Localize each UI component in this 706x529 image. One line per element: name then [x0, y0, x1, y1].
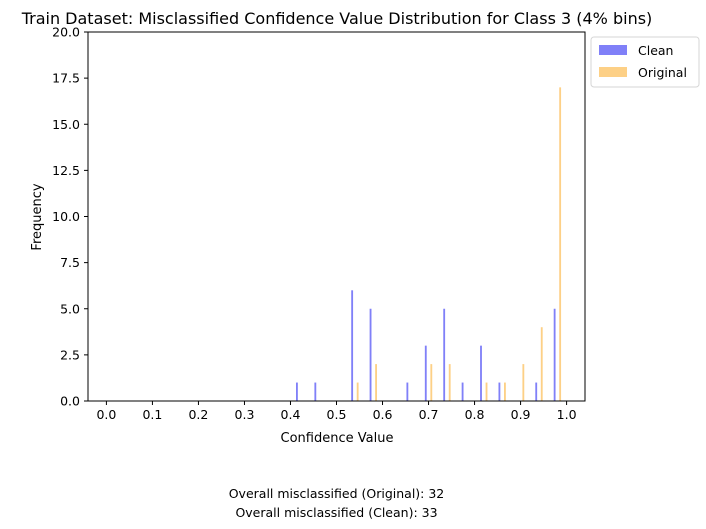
y-tick-label: 5.0 — [60, 301, 80, 316]
bar-original — [485, 382, 488, 401]
bars-group — [296, 87, 562, 401]
footer-clean-count: Overall misclassified (Clean): 33 — [235, 505, 438, 520]
bar-original — [504, 382, 506, 401]
y-tick-label: 2.5 — [60, 347, 80, 362]
bar-clean — [369, 308, 372, 401]
x-axis-label: Confidence Value — [281, 431, 394, 446]
legend-label-clean: Clean — [638, 43, 673, 58]
bar-clean — [535, 382, 538, 401]
bar-clean — [443, 308, 446, 401]
bar-original — [375, 364, 377, 401]
x-tick-label: 0.7 — [419, 407, 439, 422]
bar-original — [540, 327, 543, 401]
bar-clean — [480, 345, 482, 401]
x-tick-label: 0.9 — [511, 407, 531, 422]
bar-clean — [498, 382, 501, 401]
y-tick-label: 10.0 — [52, 209, 80, 224]
y-axis-label: Frequency — [30, 183, 45, 250]
legend: Clean Original — [590, 36, 700, 88]
y-tick-label: 12.5 — [52, 163, 80, 178]
x-tick-label: 0.2 — [188, 407, 208, 422]
footer-original-count: Overall misclassified (Original): 32 — [228, 486, 445, 501]
bar-clean — [296, 382, 298, 401]
x-tick-label: 0.3 — [235, 407, 255, 422]
bar-clean — [406, 382, 409, 401]
y-tick-label: 20.0 — [52, 25, 80, 40]
legend-label-original: Original — [638, 65, 687, 80]
y-tick-label: 0.0 — [60, 394, 80, 409]
plot-frame — [87, 31, 586, 402]
x-tick-label: 0.1 — [142, 407, 162, 422]
chart-title: Train Dataset: Misclassified Confidence … — [21, 9, 653, 28]
bar-original — [559, 87, 562, 401]
bar-original — [430, 364, 433, 401]
legend-swatch-clean — [599, 45, 627, 55]
bar-original — [522, 364, 525, 401]
legend-swatch-original — [599, 67, 627, 77]
bar-clean — [351, 290, 354, 401]
y-tick-label: 7.5 — [60, 255, 80, 270]
x-tick-label: 0.5 — [327, 407, 347, 422]
bar-clean — [553, 308, 556, 401]
y-tick-label: 15.0 — [52, 117, 80, 132]
x-tick-label: 0.0 — [96, 407, 116, 422]
axes-group: 0.0 0.1 0.2 0.3 0.4 0.5 0.6 0.7 0.8 0.9 1.0 0.0 2.5 5… — [52, 25, 586, 422]
x-tick-label: 0.8 — [465, 407, 485, 422]
bar-clean — [314, 382, 317, 401]
bar-original — [356, 382, 359, 401]
x-tick-label: 0.6 — [373, 407, 393, 422]
bar-original — [448, 364, 451, 401]
x-tick-label: 1.0 — [557, 407, 577, 422]
x-tick-label: 0.4 — [281, 407, 301, 422]
bar-clean — [424, 345, 427, 401]
bar-clean — [461, 382, 464, 401]
y-tick-label: 17.5 — [52, 71, 80, 86]
